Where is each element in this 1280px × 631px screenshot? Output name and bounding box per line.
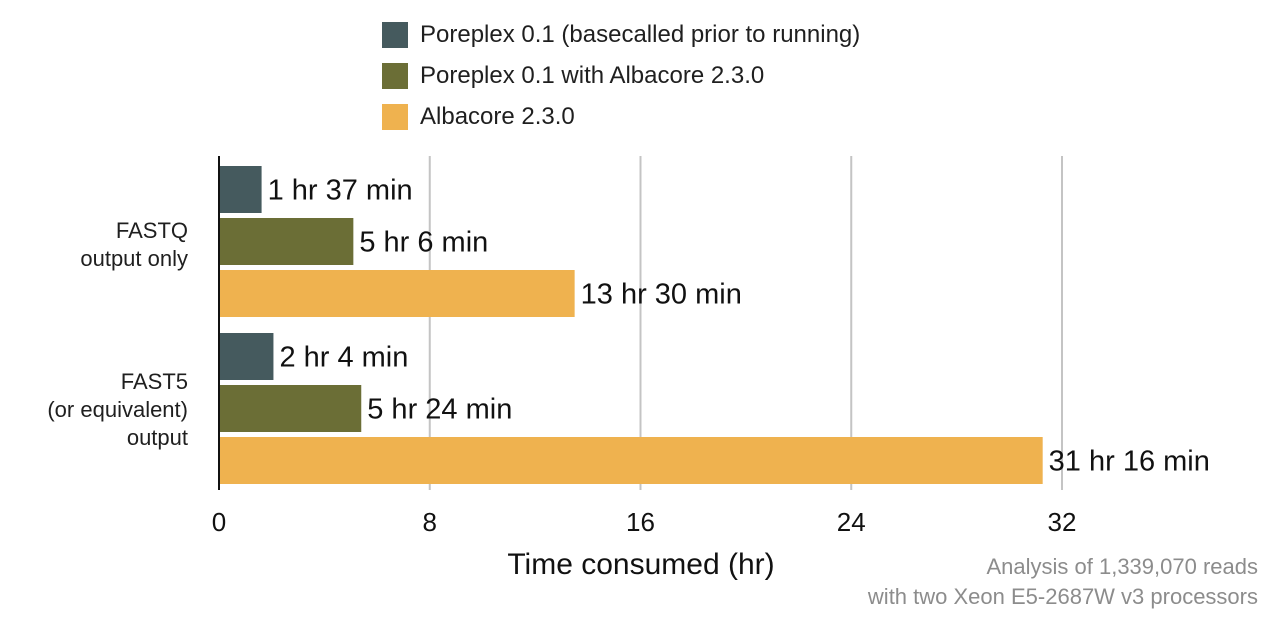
data-label: 31 hr 16 min: [1049, 446, 1210, 478]
data-label: 1 hr 37 min: [268, 175, 413, 207]
x-axis-title: Time consumed (hr): [507, 548, 775, 581]
bar: [219, 218, 354, 265]
bar: [219, 437, 1043, 484]
bar: [219, 385, 362, 432]
data-label: 13 hr 30 min: [581, 279, 742, 311]
legend-swatch: [382, 62, 408, 89]
category-label-fastq: FASTQ output only: [80, 218, 188, 271]
legend-item: Poreplex 0.1 (basecalled prior to runnin…: [382, 14, 860, 55]
category-label-fast5: FAST5 (or equivalent) output: [47, 369, 188, 450]
x-tick-label: 16: [626, 507, 655, 537]
legend-item: Poreplex 0.1 with Albacore 2.3.0: [382, 55, 860, 96]
bar: [219, 333, 274, 380]
legend-swatch: [382, 21, 408, 48]
bar: [219, 270, 575, 317]
legend: Poreplex 0.1 (basecalled prior to runnin…: [382, 14, 860, 137]
footnote: Analysis of 1,339,070 reads with two Xeo…: [868, 552, 1258, 612]
footnote-line: with two Xeon E5-2687W v3 processors: [867, 584, 1258, 609]
x-tick-label: 0: [212, 507, 226, 537]
x-tick-label: 24: [837, 507, 866, 537]
x-tick-label: 32: [1048, 507, 1077, 537]
data-label: 2 hr 4 min: [279, 342, 408, 374]
bar: [219, 166, 262, 213]
legend-label: Albacore 2.3.0: [420, 102, 575, 130]
footnote-line: Analysis of 1,339,070 reads: [986, 554, 1258, 579]
data-label: 5 hr 6 min: [359, 227, 488, 259]
legend-swatch: [382, 103, 408, 130]
legend-label: Poreplex 0.1 (basecalled prior to runnin…: [420, 20, 861, 48]
legend-item: Albacore 2.3.0: [382, 96, 860, 137]
data-label: 5 hr 24 min: [367, 394, 512, 426]
legend-label: Poreplex 0.1 with Albacore 2.3.0: [420, 61, 765, 89]
x-tick-label: 8: [423, 507, 437, 537]
